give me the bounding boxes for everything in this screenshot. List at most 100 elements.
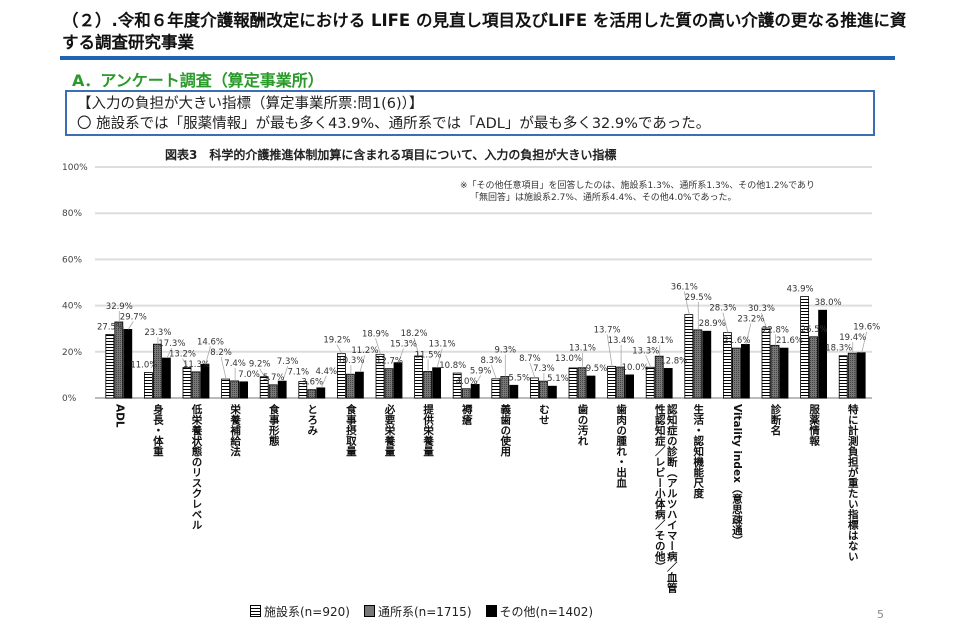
page-number: 5 xyxy=(877,608,884,621)
y-tick-label: 80% xyxy=(62,209,82,219)
legend-swatch xyxy=(485,605,497,617)
x-tick-label: 義歯の使用 xyxy=(499,404,512,457)
data-label: 19.6% xyxy=(853,323,880,333)
data-label: 11.0% xyxy=(130,361,157,371)
legend-label: その他(n=1402) xyxy=(499,605,594,619)
data-label: 32.9% xyxy=(106,302,133,312)
leader-line xyxy=(683,291,690,315)
data-label: 36.1% xyxy=(671,283,698,293)
bar xyxy=(809,336,818,399)
bar xyxy=(470,383,480,399)
data-label: 27.5% xyxy=(97,322,124,332)
bar xyxy=(414,355,424,399)
y-tick-label: 100% xyxy=(62,163,88,173)
bar xyxy=(491,378,501,399)
x-tick-label: 生活・認知機能尺度 xyxy=(692,404,705,499)
data-label: 5.7% xyxy=(263,373,285,383)
leader-line xyxy=(220,356,227,380)
x-tick-label: 褥瘡 xyxy=(460,404,473,425)
bar xyxy=(693,329,703,399)
bar xyxy=(645,366,655,399)
x-tick-label: 診断名 xyxy=(769,404,782,436)
bar xyxy=(384,368,394,399)
bar xyxy=(723,332,732,399)
data-label: 22.8% xyxy=(762,325,789,335)
bar xyxy=(268,384,278,399)
bar xyxy=(663,368,673,399)
bar xyxy=(114,321,124,399)
data-label: 21.6% xyxy=(723,336,750,346)
data-label: 13.1% xyxy=(429,340,456,350)
data-label: 18.9% xyxy=(362,329,389,339)
data-label: 15.3% xyxy=(390,340,417,350)
note-line-2: 「無回答」は施設系2.7%、通所系4.4%、その他4.0%であった。 xyxy=(470,193,737,203)
x-tick-label: 歯の汚れ xyxy=(576,404,589,446)
bar xyxy=(761,327,771,399)
data-label: 13.4% xyxy=(608,336,635,346)
leader-line xyxy=(645,355,652,368)
bar xyxy=(259,376,269,399)
data-label: 5.5% xyxy=(508,373,530,383)
x-tick-label: 低栄養状態のリスクレベル xyxy=(190,404,203,530)
bar xyxy=(577,367,587,399)
chart-legend: 施設系(n=920) 通所系(n=1715) その他(n=1402) xyxy=(250,603,593,620)
leader-line xyxy=(490,364,497,379)
x-tick-label: 身長・体重 xyxy=(151,404,164,457)
legend-label: 施設系(n=920) xyxy=(264,605,350,619)
data-label: 26.5% xyxy=(801,325,828,335)
bar xyxy=(316,387,326,399)
data-label: 9.5% xyxy=(586,364,608,374)
bar xyxy=(779,347,789,399)
leader-line xyxy=(127,321,134,330)
leader-line xyxy=(205,346,211,365)
data-label: 11.2% xyxy=(351,346,378,356)
leader-line xyxy=(529,362,536,379)
leader-line xyxy=(475,375,482,385)
leader-line xyxy=(398,348,404,363)
bar xyxy=(509,384,519,399)
data-label: 9.3% xyxy=(494,346,516,356)
bar xyxy=(143,372,153,399)
bar xyxy=(152,343,162,399)
data-label: 23.2% xyxy=(737,314,764,324)
data-label: 10.3% xyxy=(337,356,364,366)
data-label: 8.7% xyxy=(519,354,541,364)
data-label: 10.8% xyxy=(439,361,466,371)
data-label: 18.2% xyxy=(401,329,428,339)
summary-heading: 【入力の負担が大きい指標（算定事業所票:問1(6)）】 xyxy=(77,96,424,112)
bar xyxy=(230,380,240,399)
bar xyxy=(200,363,210,399)
data-label: 4.4% xyxy=(315,367,337,377)
x-tick-label: 服薬情報 xyxy=(808,404,821,446)
leader-line xyxy=(861,331,868,353)
legend-label: 通所系(n=1715) xyxy=(377,605,472,619)
chart-title: 図表3 科学的介護推進体制加算に含まれる項目について、入力の負担が大きい指標 xyxy=(165,148,617,162)
x-tick-label: 提供栄養量 xyxy=(422,404,435,457)
y-tick-label: 0% xyxy=(62,394,77,404)
data-label: 19.2% xyxy=(323,336,350,346)
data-label: 12.7% xyxy=(376,357,403,367)
bar xyxy=(161,357,171,399)
x-tick-label: むせ xyxy=(537,404,550,425)
data-label: 38.0% xyxy=(815,298,842,308)
x-tick-label: とろみ xyxy=(306,404,319,436)
bar xyxy=(818,309,827,399)
x-tick-label: 必要栄養量 xyxy=(383,404,396,457)
leader-line xyxy=(259,368,266,377)
data-label: 13.1% xyxy=(569,344,596,354)
leader-line xyxy=(722,312,729,333)
bar xyxy=(654,355,664,399)
leader-line xyxy=(182,358,188,368)
data-label: 13.7% xyxy=(594,325,621,335)
bar xyxy=(568,367,578,399)
leader-line xyxy=(606,334,613,367)
y-tick-label: 40% xyxy=(62,302,82,312)
data-label: 7.0% xyxy=(238,370,260,380)
x-tick-label: Vitality index（意思疎通） xyxy=(730,404,743,546)
data-label: 13.0% xyxy=(555,354,582,364)
data-label: 43.9% xyxy=(787,285,814,295)
leader-line xyxy=(359,355,366,373)
x-tick-label: ADL xyxy=(113,404,126,428)
bar xyxy=(616,366,625,399)
